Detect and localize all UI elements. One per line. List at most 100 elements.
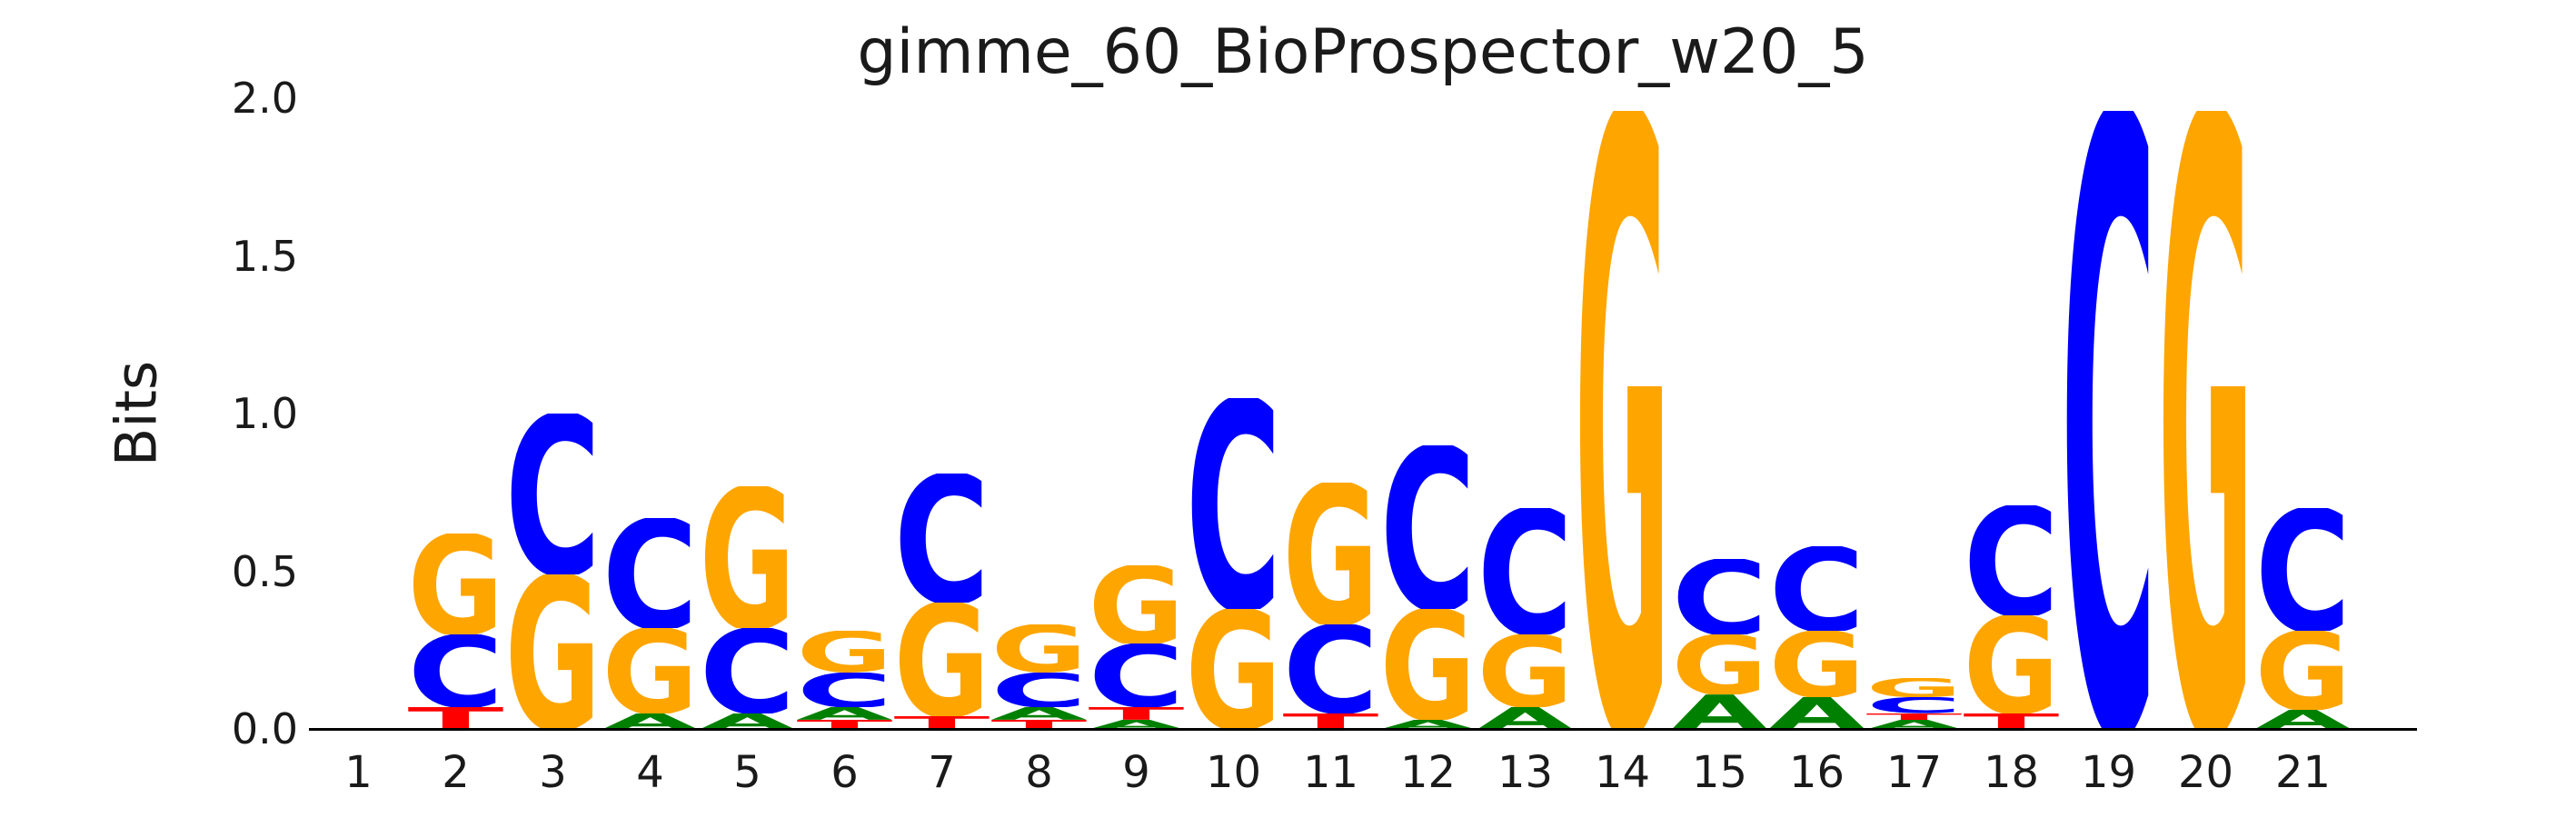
logo-letter-C-pos-16: C — [1768, 546, 1865, 632]
svg-text:A: A — [2255, 710, 2352, 729]
svg-text:C: C — [1089, 643, 1185, 706]
logo-letter-G-pos-15: G — [1671, 634, 1768, 694]
svg-text:T: T — [408, 707, 504, 729]
svg-text:A: A — [1866, 720, 1963, 729]
y-tick-label-0.0: 0.0 — [231, 704, 298, 753]
svg-text:T: T — [991, 720, 1088, 729]
svg-text:C: C — [2255, 508, 2352, 631]
logo-letter-G-pos-6: G — [796, 631, 893, 672]
chart-title: gimme_60_BioProspector_w20_5 — [857, 16, 1869, 88]
x-tick-label-2: 2 — [442, 747, 470, 798]
y-tick-label-1.0: 1.0 — [231, 389, 298, 438]
x-tick-label-14: 14 — [1594, 747, 1651, 798]
x-tick-label-20: 20 — [2177, 747, 2234, 798]
y-tick-label-2.0: 2.0 — [231, 74, 298, 123]
x-tick-label-16: 16 — [1788, 747, 1845, 798]
svg-text:C: C — [1186, 398, 1282, 609]
logo-letter-G-pos-9: G — [1088, 565, 1185, 644]
x-tick-label-19: 19 — [2080, 747, 2137, 798]
svg-text:A: A — [1089, 720, 1185, 729]
logo-letter-A-pos-6: A — [796, 707, 893, 720]
logo-letter-T-pos-17: T — [1865, 713, 1963, 720]
svg-text:G: G — [602, 628, 699, 713]
svg-text:G: G — [1575, 111, 1671, 729]
svg-text:G: G — [2158, 111, 2254, 729]
logo-letter-G-pos-11: G — [1282, 483, 1379, 624]
logo-letter-T-pos-11: T — [1282, 713, 1379, 729]
logo-letter-A-pos-8: A — [990, 707, 1088, 720]
logo-letter-C-pos-18: C — [1963, 505, 2060, 615]
svg-text:G: G — [1283, 483, 1379, 624]
logo-letter-C-pos-12: C — [1379, 445, 1477, 609]
svg-text:C: C — [1866, 697, 1963, 713]
logo-letter-A-pos-13: A — [1477, 707, 1574, 729]
svg-text:T: T — [1089, 707, 1185, 720]
logo-letter-C-pos-19: C — [2060, 111, 2157, 729]
logo-letter-A-pos-17: A — [1865, 720, 1963, 729]
logo-letter-G-pos-8: G — [990, 624, 1088, 672]
logo-letter-A-pos-4: A — [602, 713, 699, 729]
x-tick-label-8: 8 — [1025, 747, 1053, 798]
logo-letter-T-pos-2: T — [407, 707, 504, 729]
svg-text:C: C — [1672, 559, 1768, 634]
x-tick-label-4: 4 — [636, 747, 664, 798]
x-tick-label-5: 5 — [733, 747, 761, 798]
x-tick-label-17: 17 — [1885, 747, 1943, 798]
svg-text:C: C — [602, 518, 699, 628]
x-tick-label-6: 6 — [830, 747, 859, 798]
svg-text:G: G — [1186, 609, 1282, 729]
logo-letter-C-pos-7: C — [893, 474, 990, 603]
svg-text:G: G — [797, 631, 893, 672]
svg-text:A: A — [602, 713, 699, 729]
svg-text:G: G — [1672, 634, 1768, 694]
svg-text:G: G — [505, 574, 602, 729]
logo-letter-A-pos-16: A — [1768, 697, 1865, 729]
svg-text:T: T — [1964, 713, 2060, 729]
logo-letter-G-pos-2: G — [407, 534, 504, 634]
svg-text:C: C — [797, 673, 893, 707]
x-axis-line — [309, 728, 2417, 731]
svg-text:C: C — [894, 474, 990, 603]
svg-text:G: G — [1477, 634, 1574, 707]
x-tick-label-10: 10 — [1205, 747, 1262, 798]
x-tick-label-13: 13 — [1497, 747, 1554, 798]
svg-text:G: G — [1769, 631, 1865, 697]
logo-letter-A-pos-12: A — [1379, 720, 1477, 729]
x-tick-label-7: 7 — [928, 747, 956, 798]
logo-letter-C-pos-11: C — [1282, 624, 1379, 713]
x-tick-label-21: 21 — [2274, 747, 2332, 798]
svg-text:A: A — [1477, 707, 1574, 729]
logo-letter-C-pos-21: C — [2254, 508, 2352, 631]
logo-letter-T-pos-18: T — [1963, 713, 2060, 729]
x-tick-label-3: 3 — [539, 747, 567, 798]
logo-letter-G-pos-21: G — [2254, 631, 2352, 710]
logo-letter-T-pos-7: T — [893, 716, 990, 729]
logo-letter-G-pos-18: G — [1963, 615, 2060, 713]
svg-text:G: G — [1964, 615, 2060, 713]
logo-letter-T-pos-6: T — [796, 720, 893, 729]
svg-text:C: C — [1283, 624, 1379, 713]
svg-text:G: G — [1380, 609, 1477, 719]
y-tick-label-0.5: 0.5 — [231, 546, 298, 596]
svg-text:C: C — [1477, 508, 1574, 634]
x-tick-label-1: 1 — [344, 747, 373, 798]
x-tick-label-9: 9 — [1122, 747, 1150, 798]
svg-text:C: C — [700, 628, 796, 713]
svg-text:G: G — [1089, 565, 1185, 644]
logo-letter-G-pos-4: G — [602, 628, 699, 713]
svg-text:A: A — [1672, 694, 1768, 729]
svg-text:G: G — [894, 603, 990, 716]
logo-letter-G-pos-13: G — [1477, 634, 1574, 707]
logo-letter-T-pos-9: T — [1088, 707, 1185, 720]
logo-letter-A-pos-9: A — [1088, 720, 1185, 729]
svg-text:C: C — [1380, 445, 1477, 609]
svg-text:C: C — [2061, 111, 2157, 729]
logo-letter-C-pos-6: C — [796, 673, 893, 707]
logo-letter-G-pos-7: G — [893, 603, 990, 716]
svg-text:G: G — [1866, 678, 1963, 697]
svg-text:T: T — [894, 716, 990, 729]
svg-text:G: G — [991, 624, 1088, 672]
svg-text:C: C — [408, 634, 504, 707]
